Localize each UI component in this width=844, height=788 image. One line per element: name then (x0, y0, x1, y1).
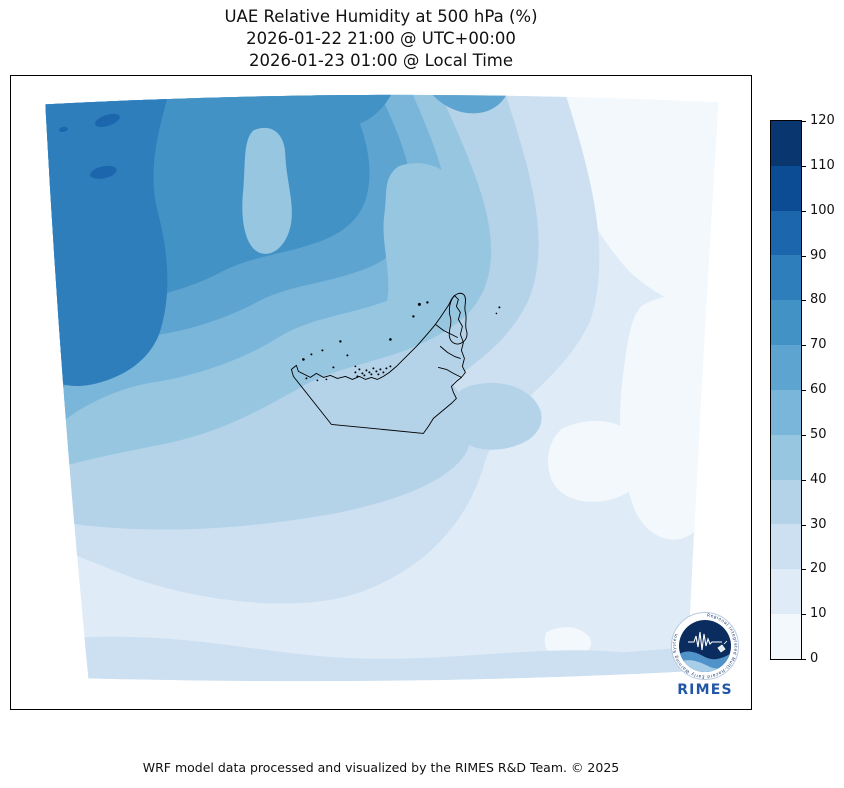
contour-band-90-100 (90, 165, 117, 179)
island-dots (302, 301, 501, 382)
colorbar-band-50-60 (771, 389, 801, 435)
colorbar-band-90-100 (771, 210, 801, 256)
colorbar-tickmark-90 (802, 255, 806, 257)
colorbar-ticklabel-70: 70 (810, 336, 827, 352)
colorbar-ticklabel-40: 40 (810, 471, 827, 487)
colorbar-band-110-120 (771, 121, 801, 166)
contour-band-0-10 (544, 627, 592, 658)
colorbar-band-70-80 (771, 300, 801, 346)
colorbar-ticklabel-50: 50 (810, 426, 827, 442)
colorbar-tickmark-50 (802, 434, 806, 436)
colorbar-tickmark-100 (802, 210, 806, 212)
plot-title: UAE Relative Humidity at 500 hPa (%) (224, 7, 538, 26)
colorbar-ticklabel-10: 10 (810, 605, 827, 621)
colorbar: 0 10 20 30 40 50 60 70 80 90 100 110 120 (770, 113, 840, 666)
colorbar-tickmark-10 (802, 614, 806, 616)
colorbar-tickmark-40 (802, 479, 806, 481)
logo-satellite-icon (717, 640, 728, 653)
plot-title-block: UAE Relative Humidity at 500 hPa (%) 202… (10, 6, 752, 72)
colorbar-tickmark-0 (802, 659, 806, 660)
contour-band-30-40 (451, 382, 542, 450)
uae-border-outline (290, 292, 468, 434)
plot-subtitle-utc: 2026-01-22 21:00 @ UTC+00:00 (246, 29, 516, 48)
contour-valley-40-50 (383, 163, 476, 340)
colorbar-ticklabel-80: 80 (810, 292, 827, 308)
contour-band-70-80 (282, 94, 399, 128)
colorbar-band-40-50 (771, 434, 801, 480)
credit-text: WRF model data processed and visualized … (142, 760, 620, 775)
plot-subtitle-local: 2026-01-23 01:00 @ Local Time (248, 51, 514, 70)
colorbar-tickmark-20 (802, 569, 806, 571)
colorbar-ticklabel-120: 120 (810, 112, 835, 128)
contour-band-90-100 (58, 126, 68, 132)
humidity-contour-map (45, 94, 719, 682)
colorbar-ticklabel-0: 0 (810, 650, 819, 666)
rimes-logo: Regional Integrated Multi-Hazard Early W… (671, 612, 739, 698)
colorbar-band-100-110 (771, 165, 801, 211)
colorbar-ticklabel-30: 30 (810, 516, 827, 532)
colorbar-band-60-70 (771, 345, 801, 390)
contour-band-0-10 (548, 420, 646, 502)
colorbar-ticklabel-100: 100 (810, 202, 835, 218)
contour-band-80-90 (45, 94, 169, 387)
colorbar-band-0-10 (771, 614, 801, 659)
colorbar-band-20-30 (771, 524, 801, 570)
logo-wordmark: RIMES (677, 682, 733, 698)
colorbar-tickmark-30 (802, 524, 806, 526)
contour-band-90-100 (94, 113, 120, 127)
colorbar-tickmark-120 (802, 121, 806, 122)
colorbar-tickmark-80 (802, 300, 806, 302)
colorbar-band-10-20 (771, 569, 801, 615)
colorbar-bands (770, 120, 802, 660)
map-axes (10, 75, 752, 710)
contour-band-60-70 (420, 94, 513, 114)
colorbar-ticklabel-110: 110 (810, 157, 835, 173)
logo-seismograph-icon (688, 631, 722, 651)
colorbar-ticklabel-90: 90 (810, 247, 827, 263)
colorbar-ticks: 0 10 20 30 40 50 60 70 80 90 100 110 120 (770, 113, 840, 666)
colorbar-ticklabel-60: 60 (810, 381, 827, 397)
contour-bands (45, 94, 719, 682)
contour-band-0-10 (620, 294, 716, 540)
colorbar-tickmark-70 (802, 345, 806, 347)
colorbar-ticklabel-20: 20 (810, 561, 827, 577)
contour-valley-40-50 (242, 127, 292, 254)
colorbar-band-80-90 (771, 255, 801, 301)
colorbar-tickmark-110 (802, 165, 806, 167)
colorbar-band-30-40 (771, 479, 801, 525)
colorbar-tickmark-60 (802, 390, 806, 391)
